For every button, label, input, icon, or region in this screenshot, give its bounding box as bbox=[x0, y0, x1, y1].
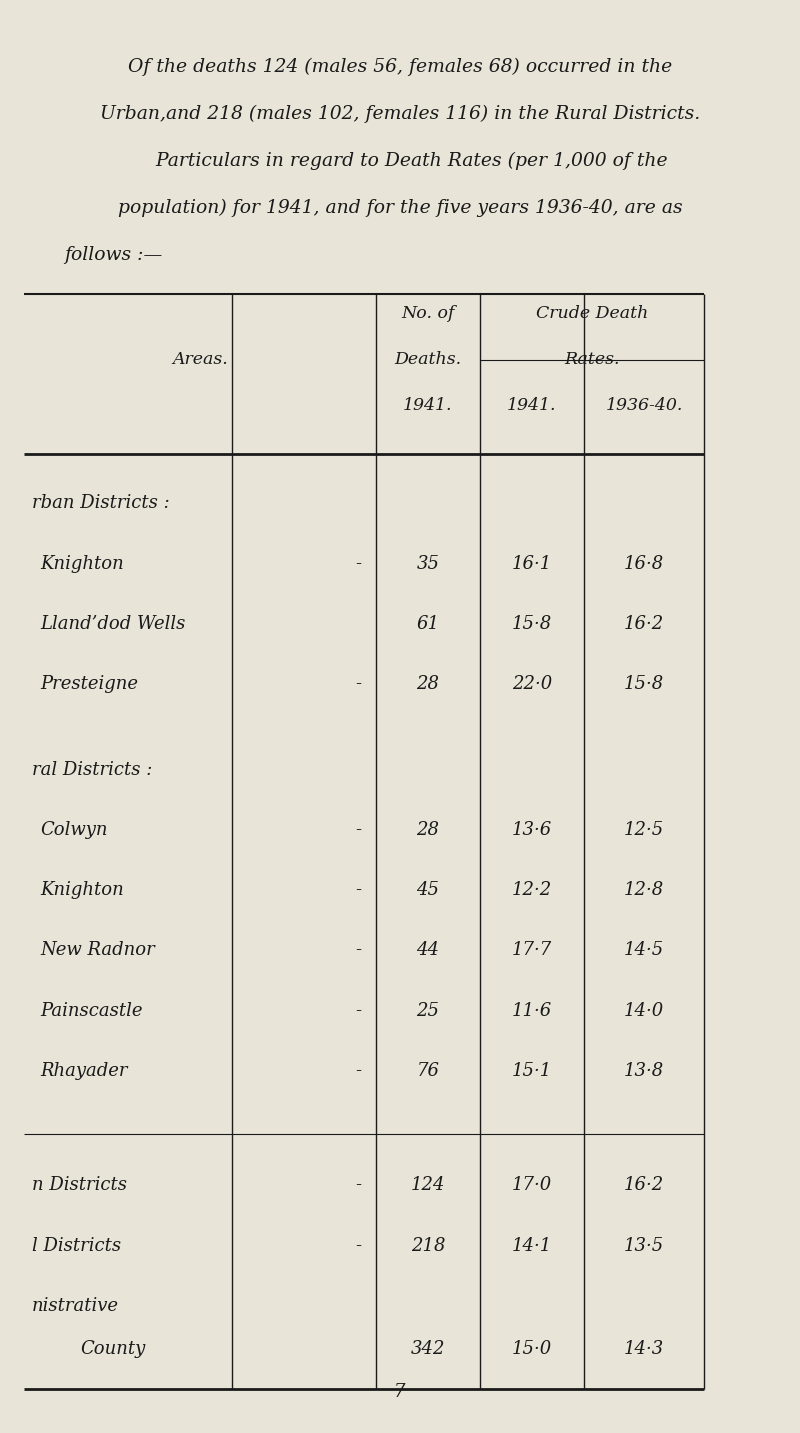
Text: 13·5: 13·5 bbox=[624, 1237, 664, 1255]
Text: Particulars in regard to Death Rates (per 1,000 of the: Particulars in regard to Death Rates (pe… bbox=[132, 152, 668, 171]
Text: 25: 25 bbox=[417, 1002, 439, 1020]
Text: n Districts: n Districts bbox=[32, 1176, 127, 1195]
Text: ral Districts :: ral Districts : bbox=[32, 761, 152, 780]
Text: rban Districts :: rban Districts : bbox=[32, 494, 170, 513]
Text: 1936-40.: 1936-40. bbox=[606, 397, 682, 414]
Text: 28: 28 bbox=[417, 821, 439, 840]
Text: 1941.: 1941. bbox=[403, 397, 453, 414]
Text: 14·5: 14·5 bbox=[624, 941, 664, 960]
Text: Urban,and 218 (males 102, females 116) in the Rural Districts.: Urban,and 218 (males 102, females 116) i… bbox=[100, 105, 700, 123]
Text: 28: 28 bbox=[417, 675, 439, 694]
Text: Colwyn: Colwyn bbox=[40, 821, 107, 840]
Text: 17·7: 17·7 bbox=[512, 941, 552, 960]
Text: -: - bbox=[355, 1002, 362, 1020]
Text: 7: 7 bbox=[394, 1383, 406, 1401]
Text: Rhayader: Rhayader bbox=[40, 1062, 127, 1080]
Text: 342: 342 bbox=[410, 1340, 446, 1358]
Text: Lland’dod Wells: Lland’dod Wells bbox=[40, 615, 186, 633]
Text: County: County bbox=[80, 1340, 146, 1358]
Text: 13·6: 13·6 bbox=[512, 821, 552, 840]
Text: -: - bbox=[355, 555, 362, 573]
Text: 1941.: 1941. bbox=[507, 397, 557, 414]
Text: No. of: No. of bbox=[402, 305, 454, 322]
Text: 14·0: 14·0 bbox=[624, 1002, 664, 1020]
Text: 22·0: 22·0 bbox=[512, 675, 552, 694]
Text: -: - bbox=[355, 941, 362, 960]
Text: 218: 218 bbox=[410, 1237, 446, 1255]
Text: 124: 124 bbox=[410, 1176, 446, 1195]
Text: population) for 1941, and for the five years 1936-40, are as: population) for 1941, and for the five y… bbox=[118, 199, 682, 218]
Text: 14·3: 14·3 bbox=[624, 1340, 664, 1358]
Text: Knighton: Knighton bbox=[40, 881, 124, 900]
Text: Areas.: Areas. bbox=[172, 351, 228, 368]
Text: 16·2: 16·2 bbox=[624, 1176, 664, 1195]
Text: -: - bbox=[355, 1237, 362, 1255]
Text: 17·0: 17·0 bbox=[512, 1176, 552, 1195]
Text: 16·2: 16·2 bbox=[624, 615, 664, 633]
Text: 14·1: 14·1 bbox=[512, 1237, 552, 1255]
Text: -: - bbox=[355, 1176, 362, 1195]
Text: Presteigne: Presteigne bbox=[40, 675, 138, 694]
Text: 15·0: 15·0 bbox=[512, 1340, 552, 1358]
Text: l Districts: l Districts bbox=[32, 1237, 121, 1255]
Text: New Radnor: New Radnor bbox=[40, 941, 154, 960]
Text: 61: 61 bbox=[417, 615, 439, 633]
Text: -: - bbox=[355, 881, 362, 900]
Text: 12·8: 12·8 bbox=[624, 881, 664, 900]
Text: -: - bbox=[355, 1062, 362, 1080]
Text: nistrative: nistrative bbox=[32, 1297, 119, 1315]
Text: 16·8: 16·8 bbox=[624, 555, 664, 573]
Text: Deaths.: Deaths. bbox=[394, 351, 462, 368]
Text: 12·5: 12·5 bbox=[624, 821, 664, 840]
Text: follows :—: follows :— bbox=[64, 246, 162, 265]
Text: Crude Death: Crude Death bbox=[536, 305, 648, 322]
Text: Of the deaths 124 (males 56, females 68) occurred in the: Of the deaths 124 (males 56, females 68)… bbox=[128, 57, 672, 76]
Text: 15·8: 15·8 bbox=[624, 675, 664, 694]
Text: 11·6: 11·6 bbox=[512, 1002, 552, 1020]
Text: 15·8: 15·8 bbox=[512, 615, 552, 633]
Text: 44: 44 bbox=[417, 941, 439, 960]
Text: 12·2: 12·2 bbox=[512, 881, 552, 900]
Text: 35: 35 bbox=[417, 555, 439, 573]
Text: Knighton: Knighton bbox=[40, 555, 124, 573]
Text: 76: 76 bbox=[417, 1062, 439, 1080]
Text: 16·1: 16·1 bbox=[512, 555, 552, 573]
Text: Rates.: Rates. bbox=[564, 351, 620, 368]
Text: -: - bbox=[355, 821, 362, 840]
Text: 15·1: 15·1 bbox=[512, 1062, 552, 1080]
Text: 45: 45 bbox=[417, 881, 439, 900]
Text: -: - bbox=[355, 675, 362, 694]
Text: Painscastle: Painscastle bbox=[40, 1002, 142, 1020]
Text: 13·8: 13·8 bbox=[624, 1062, 664, 1080]
